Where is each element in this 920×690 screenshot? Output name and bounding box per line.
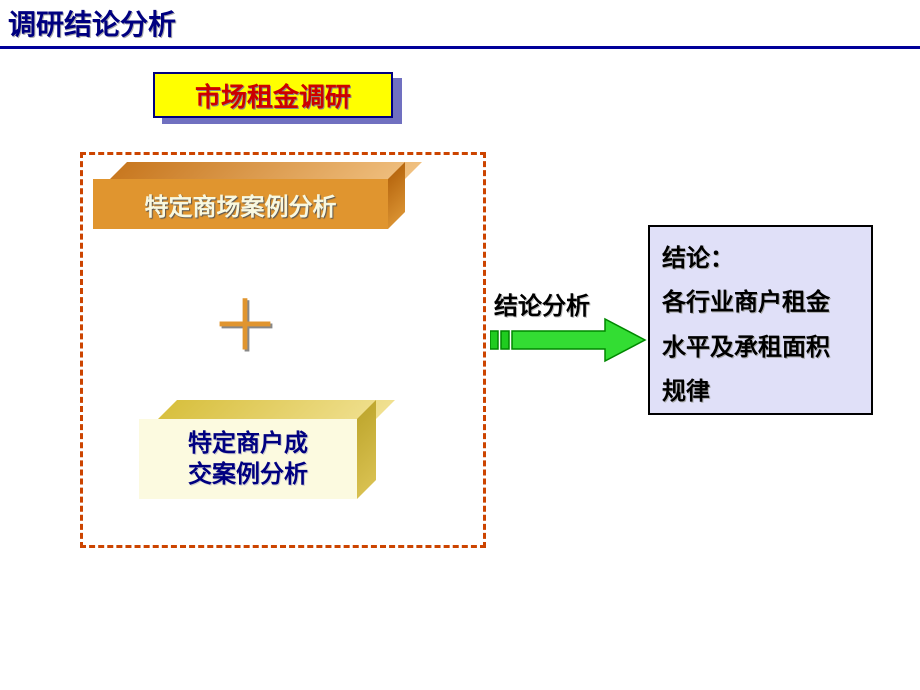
cream-box: 特定商户成 交案例分析 (139, 419, 357, 499)
conclusion-title: 结论： (662, 245, 734, 272)
orange-box: 特定商场案例分析 (93, 179, 388, 229)
title-box: 市场租金调研 (153, 72, 393, 118)
plus-symbol: ＋ (210, 287, 280, 365)
cream-box-line2: 交案例分析 (188, 461, 308, 488)
cream-box-line1: 特定商户成 (188, 430, 308, 457)
orange-box-top-face (110, 162, 422, 179)
orange-box-label: 特定商场案例分析 (145, 187, 337, 222)
arrow-icon (490, 315, 650, 365)
conclusion-line1: 各行业商户租金 (662, 289, 830, 316)
conclusion-box: 结论： 各行业商户租金 水平及承租面积 规律 (648, 225, 873, 415)
page-header: 调研结论分析 (0, 0, 920, 46)
conclusion-line2: 水平及承租面积 (662, 334, 830, 361)
plus-icon: ＋ (210, 270, 280, 371)
page-title: 调研结论分析 (8, 3, 176, 43)
cream-box-text: 特定商户成 交案例分析 (188, 428, 308, 490)
header-divider (0, 46, 920, 49)
conclusion-line3: 规律 (662, 378, 710, 405)
title-box-label: 市场租金调研 (195, 77, 351, 114)
